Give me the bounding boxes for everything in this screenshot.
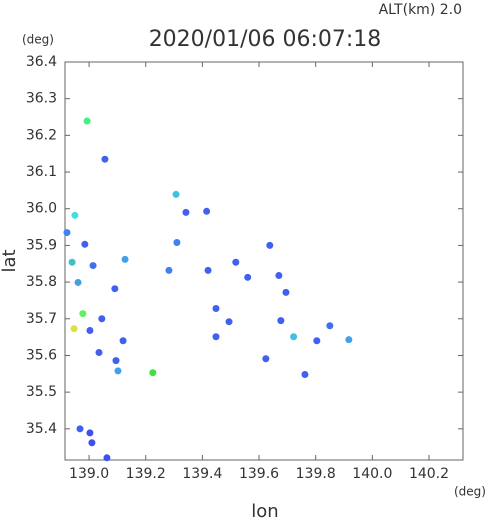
- echo-point: [301, 371, 309, 379]
- echo-point: [83, 117, 91, 125]
- altitude-label: ALT(km) 2.0: [379, 2, 462, 18]
- echo-point: [79, 310, 87, 318]
- echo-point: [165, 266, 173, 274]
- echo-point: [345, 336, 353, 344]
- y-tick-label: 35.6: [26, 347, 57, 363]
- echo-point: [244, 273, 252, 281]
- y-tick-label: 36.4: [26, 54, 57, 70]
- y-axis-label: lat: [0, 249, 20, 272]
- echo-point: [114, 367, 122, 375]
- y-tick-label: 36.0: [26, 201, 57, 217]
- echo-point: [203, 207, 211, 215]
- echo-point: [204, 266, 212, 274]
- chart-title: 2020/01/06 06:07:18: [149, 27, 382, 52]
- y-unit: (deg): [22, 33, 54, 47]
- x-tick-label: 140.0: [352, 466, 392, 482]
- echo-point: [275, 271, 283, 279]
- echo-point: [103, 454, 111, 462]
- y-tick-label: 35.4: [26, 421, 57, 437]
- y-tick-label: 35.9: [26, 237, 57, 253]
- y-tick-label: 36.2: [26, 127, 57, 143]
- y-tick-label: 35.8: [26, 274, 57, 290]
- echo-point: [225, 318, 233, 326]
- echo-point: [277, 317, 285, 325]
- y-tick-label: 35.7: [26, 311, 57, 327]
- echo-point: [74, 278, 82, 286]
- echo-point: [326, 322, 334, 330]
- y-tick-label: 36.1: [26, 164, 57, 180]
- echo-point: [111, 285, 119, 293]
- echo-point: [81, 240, 89, 248]
- y-tick-label: 36.3: [26, 91, 57, 107]
- echo-point: [68, 258, 76, 266]
- x-tick-label: 140.2: [409, 466, 449, 482]
- echo-point: [121, 255, 129, 263]
- echo-point: [212, 305, 220, 313]
- echo-point: [182, 208, 190, 216]
- x-unit: (deg): [454, 485, 486, 499]
- echo-point: [88, 439, 96, 447]
- echo-point: [71, 211, 79, 219]
- x-tick-label: 139.0: [69, 466, 109, 482]
- echo-point: [89, 262, 97, 270]
- echo-point: [266, 241, 274, 249]
- echo-point: [86, 429, 94, 437]
- echo-point: [262, 355, 270, 363]
- x-tick-label: 139.4: [182, 466, 222, 482]
- echo-point: [98, 315, 106, 323]
- echo-point: [173, 238, 181, 246]
- x-tick-label: 139.6: [239, 466, 279, 482]
- echo-point: [70, 325, 78, 333]
- echo-point: [63, 229, 71, 237]
- echo-point: [149, 369, 157, 377]
- echo-point: [313, 337, 321, 345]
- echo-point: [95, 349, 103, 357]
- echo-point: [112, 357, 120, 365]
- y-tick-label: 35.5: [26, 384, 57, 400]
- echo-point: [172, 190, 180, 198]
- x-tick-label: 139.2: [126, 466, 166, 482]
- echo-point: [119, 337, 127, 345]
- echo-point: [86, 327, 94, 335]
- echo-point: [282, 288, 290, 296]
- echo-point: [212, 333, 220, 341]
- echo-point: [101, 155, 109, 163]
- echo-point: [76, 425, 84, 433]
- x-axis-label: lon: [251, 501, 278, 521]
- echo-point: [290, 333, 298, 341]
- echo-point: [232, 258, 240, 266]
- plot-frame: [64, 61, 464, 461]
- x-tick-label: 139.8: [296, 466, 336, 482]
